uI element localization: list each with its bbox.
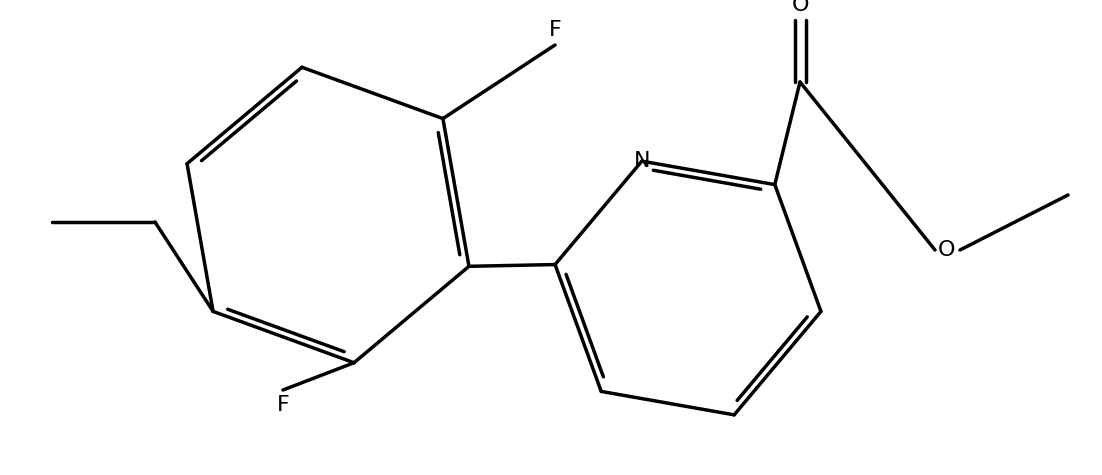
Text: O: O (938, 240, 955, 260)
Text: F: F (277, 395, 290, 415)
Text: F: F (549, 20, 561, 40)
Text: N: N (634, 151, 650, 171)
Text: O: O (791, 0, 809, 15)
